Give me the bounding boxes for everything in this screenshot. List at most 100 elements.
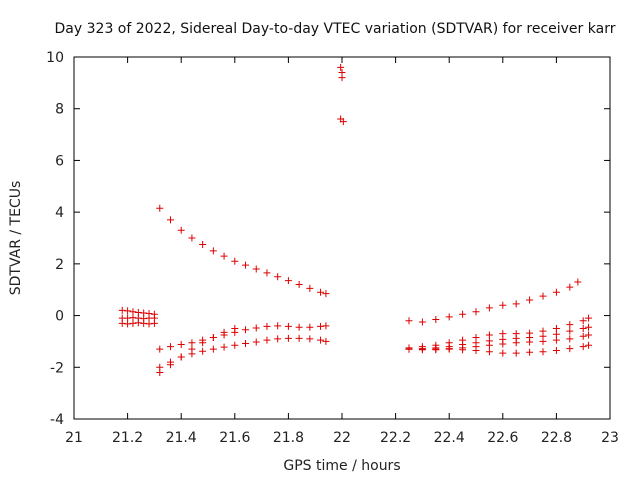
x-tick-label: 22.2 [380, 430, 411, 446]
data-point [512, 300, 520, 308]
data-point [566, 335, 574, 343]
series-outliers-22.0 [337, 63, 347, 126]
data-point [338, 74, 346, 82]
data-point [432, 346, 440, 354]
data-point [432, 315, 440, 323]
data-point [231, 257, 239, 265]
data-point [574, 278, 582, 286]
data-point [585, 314, 593, 322]
data-point [199, 347, 207, 355]
plot-frame [73, 56, 611, 420]
x-tick-label: 22.8 [541, 430, 572, 446]
y-tick-label: 4 [55, 205, 64, 221]
data-point [263, 269, 271, 277]
series-late-band-2 [405, 323, 593, 353]
x-tick-label: 21.2 [112, 430, 143, 446]
data-point [220, 252, 228, 260]
data-point [284, 322, 292, 330]
data-point [242, 339, 250, 347]
data-point [263, 336, 271, 344]
data-point [295, 281, 303, 289]
x-tick-label: 21.4 [166, 430, 197, 446]
x-tick-label: 23 [601, 430, 619, 446]
data-point [156, 345, 164, 353]
y-tick-label: 10 [46, 50, 64, 66]
data-point [512, 349, 520, 357]
data-point [485, 331, 493, 339]
data-point [220, 328, 228, 336]
data-point [124, 320, 132, 328]
data-points [118, 63, 593, 376]
series-late-band-1 [405, 314, 593, 352]
data-point [322, 337, 330, 345]
data-point [339, 118, 347, 126]
data-point [499, 340, 507, 348]
series-rising-steep-arc [156, 325, 239, 376]
data-point [459, 346, 467, 354]
y-tick-label: 6 [55, 153, 64, 169]
data-point [552, 288, 560, 296]
data-point [552, 330, 560, 338]
data-point [295, 323, 303, 331]
data-point [322, 290, 330, 298]
data-point [242, 326, 250, 334]
data-point [231, 341, 239, 349]
data-point [284, 334, 292, 342]
series-rising-upper-arc [156, 322, 330, 353]
data-point [145, 320, 153, 328]
data-point [499, 301, 507, 309]
data-point [166, 358, 174, 366]
data-point [445, 313, 453, 321]
series-cluster-21.2-c [118, 319, 158, 328]
x-tick-label: 21.8 [273, 430, 304, 446]
data-point [166, 216, 174, 224]
data-point [118, 306, 126, 314]
data-point [306, 323, 314, 331]
chart-title: Day 323 of 2022, Sidereal Day-to-day VTE… [55, 21, 616, 37]
data-point [579, 317, 587, 325]
data-point [485, 304, 493, 312]
data-point [317, 336, 325, 344]
x-tick-label: 22.4 [434, 430, 465, 446]
data-point [252, 265, 260, 273]
data-point [150, 319, 158, 327]
data-point [405, 345, 413, 353]
data-point [585, 341, 593, 349]
data-point [472, 308, 480, 316]
data-point [579, 332, 587, 340]
data-point [485, 348, 493, 356]
data-point [566, 327, 574, 335]
data-point [231, 325, 239, 332]
data-point [242, 261, 250, 269]
data-point [552, 346, 560, 354]
data-point [418, 346, 426, 354]
data-point [156, 363, 164, 371]
y-tick-label: -2 [50, 360, 64, 376]
x-tick-label: 22.6 [487, 430, 518, 446]
data-point [134, 319, 142, 327]
data-point [263, 322, 271, 330]
data-point [209, 334, 217, 342]
data-point [199, 240, 207, 248]
data-point [129, 308, 137, 316]
data-point [499, 349, 507, 357]
data-point [252, 338, 260, 346]
data-point [566, 321, 574, 329]
x-tick-label: 22 [333, 430, 351, 446]
data-point [156, 204, 164, 212]
data-point [188, 350, 196, 358]
data-point [405, 317, 413, 325]
series-rising-lower-arc [156, 334, 330, 371]
data-point [274, 322, 282, 330]
data-point [322, 322, 330, 330]
series-late-rising-upper [405, 278, 582, 326]
x-axis-label: GPS time / hours [283, 458, 400, 474]
data-point [526, 348, 534, 356]
data-point [539, 292, 547, 300]
data-point [579, 325, 587, 332]
tick-labels: 21 21.2 21.4 21.6 21.8 22 22.2 22.4 22.6 22.8 23 -4… [46, 50, 619, 446]
data-point [445, 345, 453, 353]
data-point [526, 338, 534, 346]
x-tick-label: 21 [65, 430, 83, 446]
